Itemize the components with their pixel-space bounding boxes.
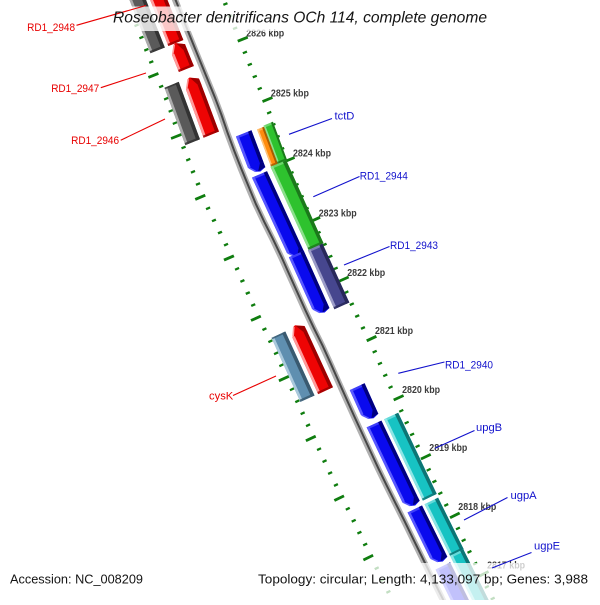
svg-text:2821 kbp: 2821 kbp: [375, 326, 413, 337]
svg-text:2822 kbp: 2822 kbp: [347, 268, 385, 279]
svg-text:RD1_2943: RD1_2943: [390, 240, 438, 252]
svg-text:RD1_2940: RD1_2940: [445, 360, 493, 372]
svg-text:Roseobacter denitrificans OCh: Roseobacter denitrificans OCh 114, compl…: [113, 9, 487, 26]
svg-text:2823 kbp: 2823 kbp: [319, 209, 357, 220]
svg-text:RD1_2944: RD1_2944: [360, 170, 408, 182]
svg-text:2818 kbp: 2818 kbp: [458, 502, 496, 513]
svg-text:tctD: tctD: [335, 111, 355, 123]
svg-text:Topology: circular; Length: 4,: Topology: circular; Length: 4,133,097 bp…: [258, 572, 588, 587]
svg-text:2820 kbp: 2820 kbp: [402, 385, 440, 396]
svg-text:ugpE: ugpE: [534, 541, 560, 553]
svg-text:2824 kbp: 2824 kbp: [293, 149, 331, 160]
svg-text:cysK: cysK: [209, 391, 234, 403]
svg-text:ugpA: ugpA: [511, 490, 538, 502]
svg-text:RD1_2946: RD1_2946: [71, 135, 119, 147]
svg-text:RD1_2948: RD1_2948: [27, 22, 75, 34]
svg-text:2826 kbp: 2826 kbp: [246, 28, 284, 39]
svg-text:2819 kbp: 2819 kbp: [429, 443, 467, 454]
svg-text:upgB: upgB: [476, 422, 502, 434]
svg-text:2825 kbp: 2825 kbp: [271, 89, 309, 100]
svg-text:Accession: NC_008209: Accession: NC_008209: [10, 572, 143, 587]
svg-text:RD1_2947: RD1_2947: [51, 83, 99, 95]
